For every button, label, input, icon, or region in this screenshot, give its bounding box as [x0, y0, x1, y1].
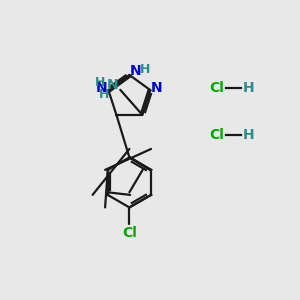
Text: N: N [96, 81, 108, 95]
Text: Cl: Cl [122, 226, 137, 240]
Text: H: H [95, 76, 106, 89]
Text: Cl: Cl [209, 128, 224, 142]
Text: N: N [130, 64, 142, 78]
Text: H: H [140, 63, 150, 76]
Text: H: H [243, 81, 254, 95]
Text: H: H [243, 128, 254, 142]
Text: N: N [107, 78, 119, 92]
Text: Cl: Cl [209, 81, 224, 95]
Text: H: H [99, 88, 109, 101]
Text: N: N [151, 81, 163, 95]
